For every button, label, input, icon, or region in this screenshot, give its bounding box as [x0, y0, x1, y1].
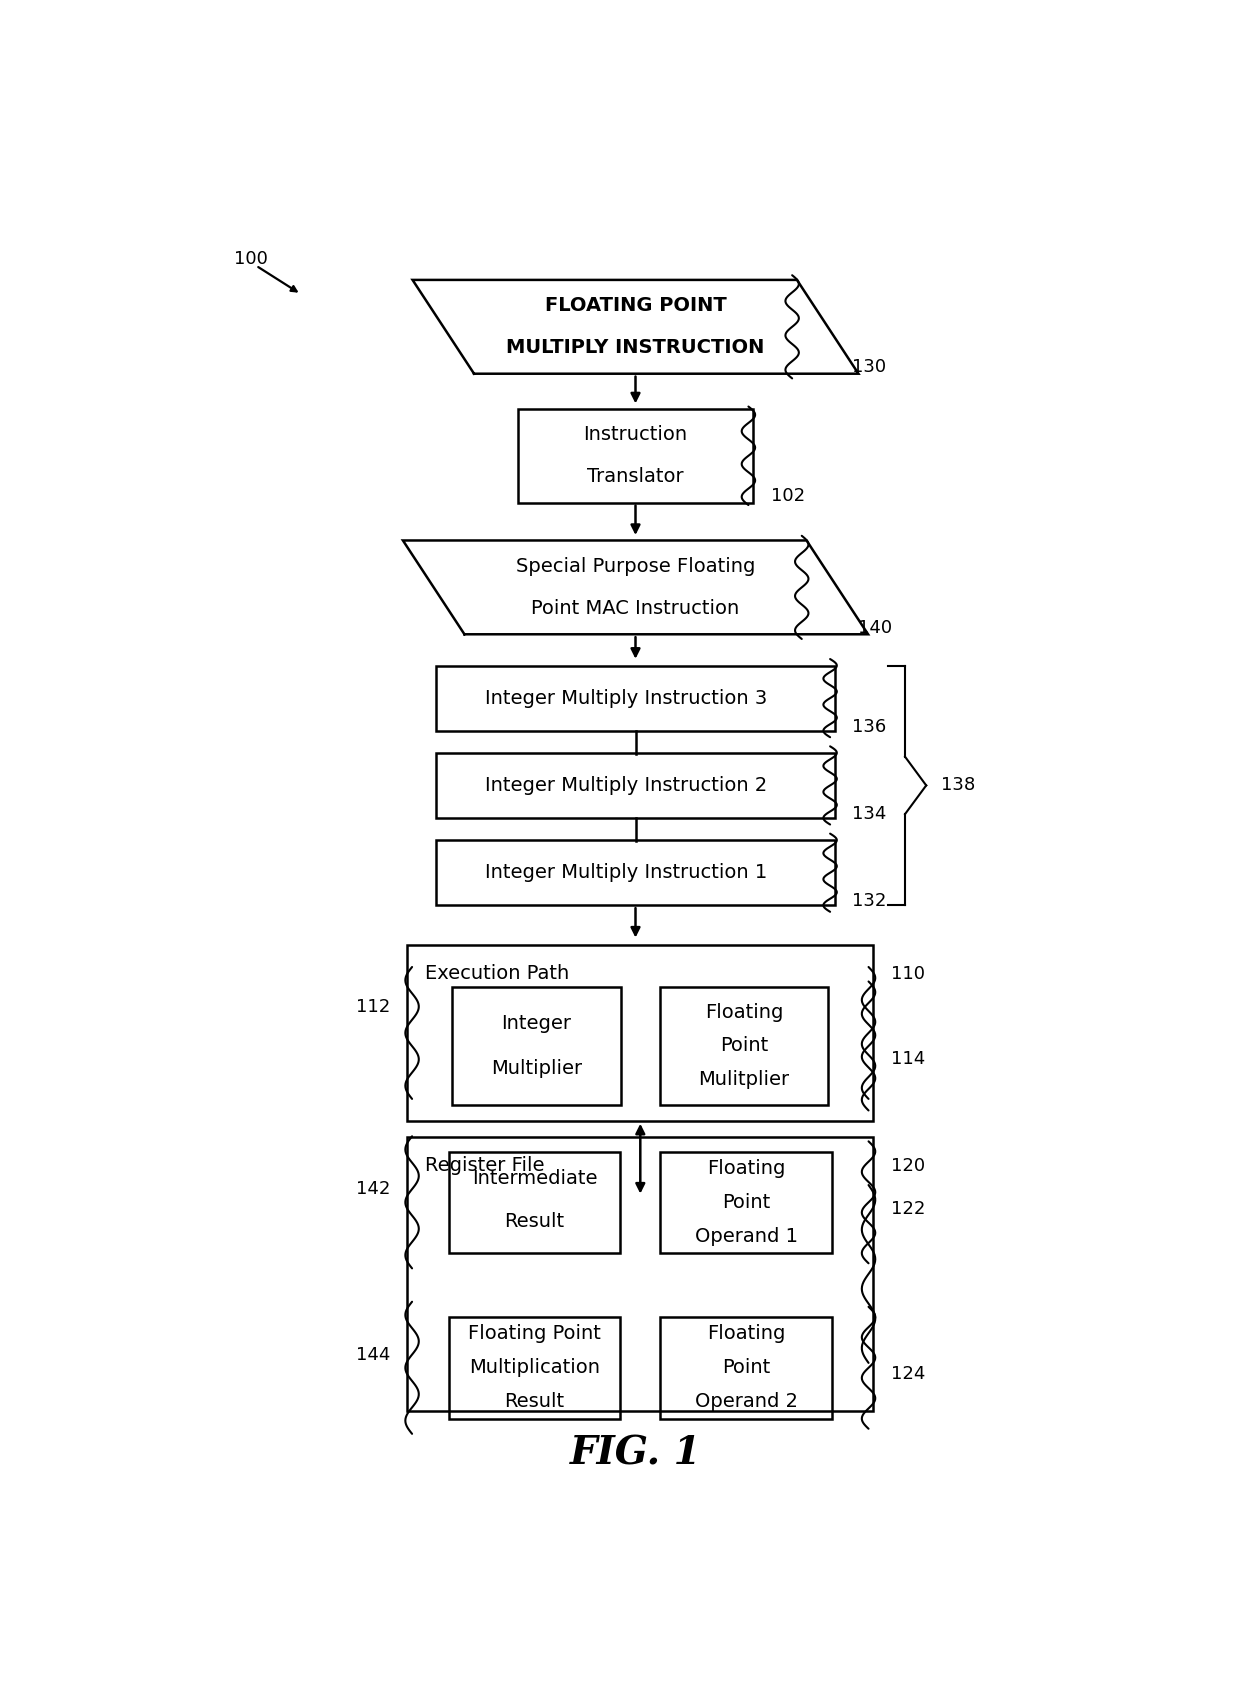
Text: 144: 144	[356, 1345, 389, 1364]
Text: 142: 142	[356, 1181, 389, 1198]
Text: Instruction: Instruction	[584, 425, 687, 445]
Text: 134: 134	[852, 805, 887, 822]
Text: 124: 124	[890, 1365, 925, 1384]
Text: Integer: Integer	[501, 1014, 572, 1034]
Bar	[436, 665, 835, 731]
Text: Execution Path: Execution Path	[424, 964, 569, 983]
Text: 132: 132	[852, 892, 887, 910]
Text: Floating: Floating	[707, 1159, 785, 1178]
Text: 136: 136	[852, 717, 887, 736]
Text: Integer Multiply Instruction 1: Integer Multiply Instruction 1	[485, 863, 768, 882]
Text: Intermediate: Intermediate	[472, 1169, 598, 1188]
Text: Translator: Translator	[588, 467, 683, 486]
Text: Floating Point: Floating Point	[469, 1325, 601, 1343]
Text: 112: 112	[356, 998, 389, 1015]
Bar	[661, 1152, 832, 1254]
Bar	[453, 988, 620, 1105]
Bar	[660, 988, 828, 1105]
Text: FIG. 1: FIG. 1	[569, 1435, 702, 1472]
Text: Result: Result	[505, 1213, 564, 1232]
Text: Register File: Register File	[424, 1156, 544, 1176]
Text: 102: 102	[770, 487, 805, 506]
Text: 100: 100	[234, 250, 268, 267]
Text: Multiplier: Multiplier	[491, 1059, 582, 1078]
Bar	[436, 841, 835, 905]
Text: Operand 2: Operand 2	[694, 1393, 797, 1411]
Text: Operand 1: Operand 1	[694, 1227, 797, 1245]
Text: Point MAC Instruction: Point MAC Instruction	[532, 599, 739, 618]
Text: Point: Point	[722, 1193, 770, 1211]
Text: FLOATING POINT: FLOATING POINT	[544, 296, 727, 315]
Bar	[407, 1137, 873, 1411]
Text: 130: 130	[852, 359, 885, 376]
Text: Integer Multiply Instruction 2: Integer Multiply Instruction 2	[485, 777, 768, 795]
Text: Point: Point	[722, 1359, 770, 1377]
Bar	[661, 1316, 832, 1418]
Text: Integer Multiply Instruction 3: Integer Multiply Instruction 3	[485, 689, 768, 707]
Text: 120: 120	[890, 1157, 925, 1174]
Text: 122: 122	[890, 1200, 925, 1218]
Text: 140: 140	[858, 619, 893, 636]
Bar	[518, 409, 753, 503]
Text: Mulitplier: Mulitplier	[698, 1071, 790, 1090]
Bar	[436, 753, 835, 817]
Text: 138: 138	[941, 777, 975, 795]
Text: 110: 110	[890, 964, 925, 983]
Text: Multiplication: Multiplication	[469, 1359, 600, 1377]
Text: Point: Point	[720, 1037, 769, 1056]
Text: Result: Result	[505, 1393, 564, 1411]
Bar	[449, 1152, 620, 1254]
Bar	[407, 946, 873, 1120]
Text: Floating: Floating	[704, 1003, 784, 1022]
Text: Floating: Floating	[707, 1325, 785, 1343]
Text: MULTIPLY INSTRUCTION: MULTIPLY INSTRUCTION	[506, 338, 765, 357]
Text: Special Purpose Floating: Special Purpose Floating	[516, 557, 755, 575]
Bar	[449, 1316, 620, 1418]
Text: 114: 114	[890, 1051, 925, 1068]
